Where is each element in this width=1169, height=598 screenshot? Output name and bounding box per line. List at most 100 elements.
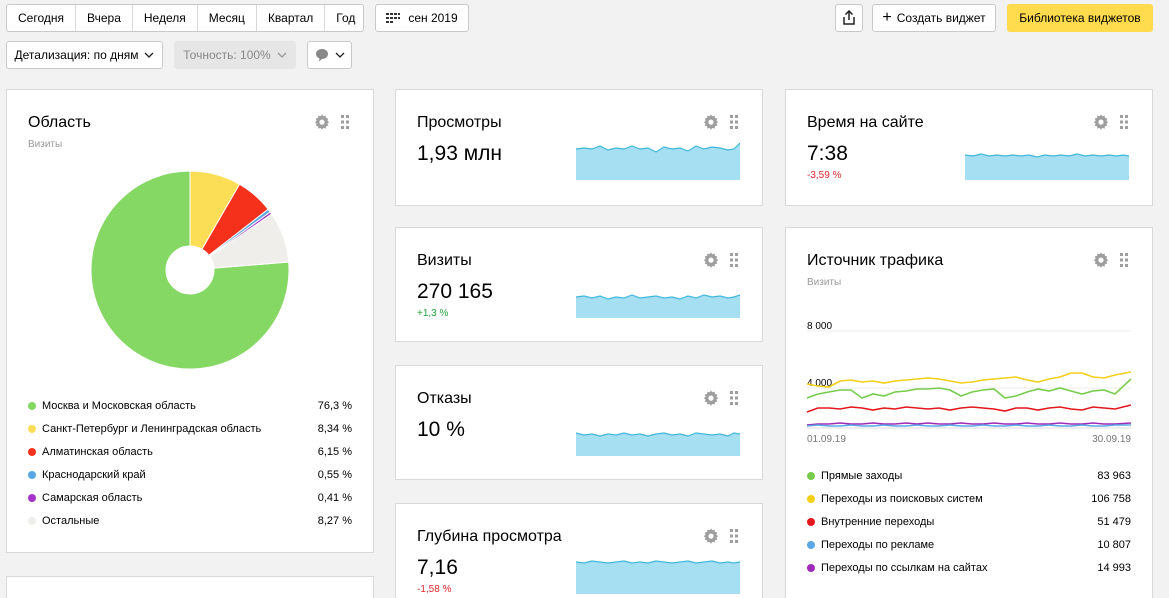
legend-dot: [807, 541, 815, 549]
region-legend-item[interactable]: Санкт-Петербург и Ленинградская область 8…: [28, 420, 352, 438]
chevron-down-icon: [145, 52, 154, 58]
y-tick-label: 4 000: [807, 378, 832, 389]
y-tick-label: 8 000: [807, 321, 832, 332]
period-year-button[interactable]: Год: [336, 11, 356, 25]
drag-handle-icon[interactable]: [1119, 252, 1129, 268]
region-legend-item[interactable]: Остальные 8,27 %: [28, 512, 352, 530]
time-on-site-widget: Время на сайте 7:38 -3,59 %: [785, 89, 1153, 206]
legend-label: Самарская область: [42, 492, 143, 504]
legend-label: Санкт-Петербург и Ленинградская область: [42, 423, 262, 435]
pie-slice[interactable]: [209, 213, 290, 269]
period-quarter-button[interactable]: Квартал: [257, 5, 326, 31]
period-week-button[interactable]: Неделя: [133, 5, 198, 31]
widget-title: Визиты: [417, 252, 472, 269]
views-widget: Просмотры 1,93 млн: [395, 89, 763, 206]
region-widget: Область Визиты Москва и Московская облас…: [6, 89, 374, 553]
drag-handle-icon[interactable]: [729, 390, 739, 406]
legend-label: Переходы по ссылкам на сайтах: [821, 562, 988, 574]
legend-dot: [28, 517, 36, 525]
drag-handle-icon[interactable]: [729, 528, 739, 544]
widget-library-button[interactable]: Библиотека виджетов: [1007, 4, 1153, 32]
time-sparkline: [965, 153, 1129, 180]
legend-value: 10 807: [1097, 539, 1131, 551]
region-legend-item[interactable]: Краснодарский край 0,55 %: [28, 466, 352, 484]
legend-label: Прямые заходы: [821, 470, 903, 482]
traffic-legend-item[interactable]: Переходы по рекламе 10 807: [807, 536, 1131, 554]
widget-title: Источник трафика: [807, 252, 944, 269]
legend-value: 0,41 %: [317, 492, 352, 504]
gear-icon[interactable]: [314, 114, 330, 130]
legend-label: Переходы по рекламе: [821, 539, 935, 551]
visits-widget: Визиты 270 165 +1,3 %: [395, 227, 763, 342]
legend-label: Остальные: [42, 515, 100, 527]
series-links-line: [806, 422, 1132, 426]
gear-icon[interactable]: [1093, 252, 1109, 268]
traffic-legend-item[interactable]: Переходы из поисковых систем 106 758: [807, 490, 1131, 508]
traffic-line-chart: 8 000 4 000 01.09.19 30.09.19: [806, 321, 1132, 445]
period-today-button[interactable]: Сегодня: [7, 5, 76, 31]
region-legend-item[interactable]: Москва и Московская область 76,3 %: [28, 397, 352, 415]
region-legend-item[interactable]: Алматинская область 6,15 %: [28, 443, 352, 461]
bounces-sparkline: [576, 432, 740, 456]
metric-delta: +1,3 %: [417, 308, 449, 319]
comments-dropdown[interactable]: [307, 41, 352, 69]
widget-title: Просмотры: [417, 114, 502, 131]
metric-value: 7:38: [807, 142, 848, 165]
legend-dot: [807, 472, 815, 480]
legend-dot: [28, 471, 36, 479]
metric-value: 1,93 млн: [417, 142, 502, 165]
comment-icon: [315, 49, 328, 62]
series-direct-line: [806, 378, 1132, 399]
legend-dot: [807, 564, 815, 572]
gear-icon[interactable]: [1093, 114, 1109, 130]
widget-title: Отказы: [417, 390, 472, 407]
metric-value: 10 %: [417, 418, 465, 441]
legend-value: 83 963: [1097, 470, 1131, 482]
date-picker-button[interactable]: сен 2019: [375, 4, 469, 32]
widget-subtitle: Визиты: [28, 139, 63, 150]
drag-handle-icon[interactable]: [1119, 114, 1129, 130]
legend-value: 8,34 %: [317, 423, 352, 435]
region-legend-item[interactable]: Самарская область 0,41 %: [28, 489, 352, 507]
metric-value: 270 165: [417, 280, 493, 303]
bounces-widget: Отказы 10 %: [395, 365, 763, 480]
widget-title: Глубина просмотра: [417, 528, 562, 545]
chevron-down-icon: [277, 52, 287, 58]
legend-dot: [807, 518, 815, 526]
gear-icon[interactable]: [703, 252, 719, 268]
traffic-legend-item[interactable]: Прямые заходы 83 963: [807, 467, 1131, 485]
legend-dot: [28, 425, 36, 433]
legend-label: Москва и Московская область: [42, 400, 196, 412]
drag-handle-icon[interactable]: [340, 114, 350, 130]
legend-label: Переходы из поисковых систем: [821, 493, 983, 505]
legend-dot: [28, 402, 36, 410]
legend-label: Внутренние переходы: [821, 516, 935, 528]
traffic-legend-item[interactable]: Переходы по ссылкам на сайтах 14 993: [807, 559, 1131, 577]
x-tick-label: 30.09.19: [1092, 434, 1131, 445]
series-internal-line: [806, 404, 1132, 413]
accuracy-dropdown[interactable]: Точность: 100%: [174, 41, 296, 69]
gear-icon[interactable]: [703, 528, 719, 544]
drag-handle-icon[interactable]: [729, 252, 739, 268]
legend-label: Алматинская область: [42, 446, 153, 458]
traffic-source-widget: Источник трафика Визиты 8 000 4 000 01.0…: [785, 227, 1153, 598]
pie-slice[interactable]: [90, 170, 290, 370]
drag-handle-icon[interactable]: [729, 114, 739, 130]
chevron-down-icon: [335, 52, 344, 58]
legend-dot: [807, 495, 815, 503]
detail-dropdown[interactable]: Детализация: по дням: [6, 41, 163, 69]
series-ads-line: [806, 424, 1131, 427]
create-widget-button[interactable]: + Создать виджет: [872, 4, 996, 32]
legend-label: Краснодарский край: [42, 469, 146, 481]
gear-icon[interactable]: [703, 390, 719, 406]
traffic-legend-item[interactable]: Внутренние переходы 51 479: [807, 513, 1131, 531]
period-selector: Сегодня Вчера Неделя Месяц Квартал Год: [6, 4, 364, 32]
widget-title: Время на сайте: [807, 114, 924, 131]
metric-value: 7,16: [417, 556, 458, 579]
export-button[interactable]: [835, 4, 863, 32]
period-yesterday-button[interactable]: Вчера: [76, 5, 133, 31]
gear-icon[interactable]: [703, 114, 719, 130]
date-label: сен 2019: [408, 11, 458, 25]
period-month-button[interactable]: Месяц: [198, 5, 257, 31]
x-tick-label: 01.09.19: [807, 434, 846, 445]
